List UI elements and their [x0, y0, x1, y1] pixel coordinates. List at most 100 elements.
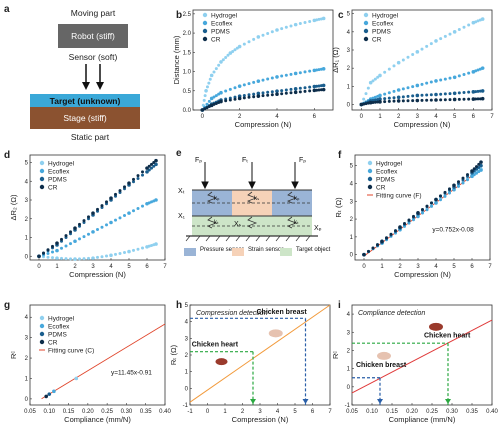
x-tick-label: 0 [362, 264, 366, 270]
data-point [293, 90, 298, 95]
y-tick-label: -1 [345, 403, 351, 409]
y-tick-label: 2 [25, 217, 29, 223]
plot-frame-c [351, 9, 493, 111]
y-axis-label: Rᶜ [331, 351, 340, 359]
data-point [479, 160, 483, 164]
data-point [308, 85, 312, 89]
plot-frame-d [29, 154, 166, 261]
data-point [280, 27, 284, 31]
data-point [403, 222, 406, 226]
data-point [284, 73, 288, 77]
data-point [394, 229, 397, 233]
data-point [247, 93, 251, 97]
x-tick-label: 4 [109, 264, 113, 270]
data-point [362, 252, 366, 257]
data-point [91, 211, 95, 215]
x-tick-label: 0.30 [446, 409, 458, 415]
data-point [471, 90, 476, 94]
data-point [474, 90, 478, 94]
data-point [275, 92, 279, 97]
data-point [242, 83, 246, 87]
data-point [474, 69, 478, 73]
x-tick-label: 2 [241, 409, 245, 415]
data-point [359, 102, 364, 107]
legend-label: Ecoflex [376, 169, 398, 176]
data-point [118, 216, 122, 220]
y-tick-label: 5 [185, 303, 189, 309]
panel-letter-e: e [176, 148, 182, 159]
data-point [202, 98, 206, 102]
data-point [466, 173, 469, 177]
x-tick-label: 0 [206, 409, 210, 415]
data-point [214, 67, 218, 71]
legend-label: CR [211, 37, 221, 44]
data-point [457, 74, 461, 78]
x-tick-label: 1 [223, 409, 227, 415]
legend-label: Hydrogel [48, 316, 75, 323]
data-point [252, 37, 256, 41]
data-point [261, 33, 265, 37]
data-point [224, 89, 228, 93]
data-point [303, 70, 307, 74]
data-point [207, 81, 211, 85]
data-point [457, 184, 460, 188]
data-point [114, 252, 117, 256]
data-point [406, 55, 410, 59]
data-point [55, 241, 59, 245]
data-point [383, 92, 387, 96]
data-point [389, 232, 393, 236]
data-point [467, 71, 471, 75]
data-point [132, 248, 135, 252]
y-tick-label: -1 [183, 403, 189, 409]
x-tick-label: 7 [163, 264, 167, 270]
data-point [476, 19, 480, 23]
k-s-label: kₛ [254, 196, 259, 202]
data-point [237, 96, 242, 101]
data-point [387, 91, 391, 95]
data-point [383, 70, 387, 74]
data-point [364, 92, 368, 96]
data-point [105, 200, 108, 204]
y-tick-label: 2.5 [183, 12, 192, 18]
y-tick-label: 1.0 [183, 70, 192, 76]
data-point [247, 95, 251, 99]
x-p-label: Xₚ [314, 225, 322, 232]
y-axis-label: Rₜ (Ω) [169, 344, 178, 365]
data-point [221, 58, 225, 62]
data-point [425, 93, 429, 97]
x-tick-label: 4 [434, 114, 438, 120]
data-point [69, 257, 72, 261]
legend-swatch-target [280, 248, 292, 256]
y-tick-label: 4 [347, 312, 351, 318]
data-point [270, 76, 274, 80]
data-point [378, 73, 382, 78]
data-point [289, 72, 293, 76]
data-point [132, 180, 135, 184]
data-point [233, 95, 237, 99]
data-point [204, 88, 208, 93]
data-point [256, 79, 261, 83]
data-point [434, 98, 438, 102]
data-point [233, 97, 237, 101]
data-point [154, 198, 158, 202]
data-point [429, 42, 433, 46]
chicken-breast-image [377, 351, 391, 360]
y-tick-label: 1 [25, 376, 29, 382]
x-tick-label: 4 [276, 409, 280, 415]
data-point [233, 86, 237, 90]
data-point [141, 246, 144, 250]
x-tick-label: 1 [380, 264, 384, 270]
data-point [429, 93, 433, 97]
data-point [452, 91, 457, 96]
panel-letter-a: a [4, 4, 10, 15]
y-tick-label: 0 [25, 254, 29, 260]
y-tick-label: 2.0 [183, 31, 192, 37]
data-point [429, 80, 433, 84]
data-point [387, 96, 391, 100]
x-tick-label: 7 [488, 264, 492, 270]
data-point [312, 84, 317, 89]
y-tick-label: 3 [25, 198, 29, 204]
data-point [252, 80, 256, 84]
annotation-label: Chicken breast [356, 362, 407, 369]
